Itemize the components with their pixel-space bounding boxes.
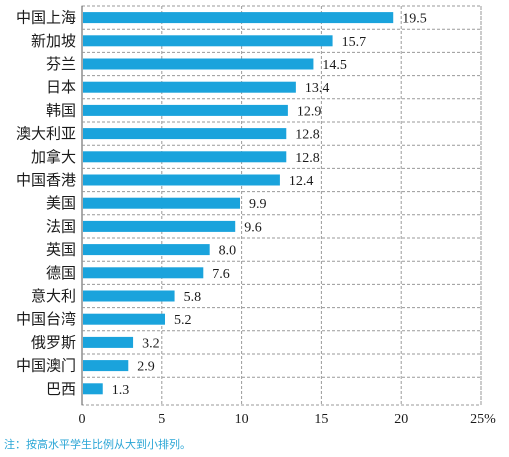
category-label: 澳大利亚 [16,125,76,143]
value-label: 19.5 [402,12,427,27]
tick-label: 20 [394,412,408,427]
tick-label: 25% [470,412,496,427]
value-label: 12.9 [297,104,322,119]
bar [83,267,204,279]
category-label: 英国 [46,241,76,259]
value-label: 9.9 [249,197,267,212]
tick-label: 0 [79,412,86,427]
value-label: 3.2 [142,336,160,351]
value-label: 14.5 [322,58,347,73]
value-label: 2.9 [137,360,155,375]
value-label: 7.6 [212,267,230,282]
bar [83,244,210,256]
bar [83,104,288,116]
bar [83,290,175,302]
value-label: 5.2 [174,313,192,328]
value-label: 12.8 [295,151,320,166]
bar [83,197,241,209]
grid-lines [81,5,482,406]
x-axis-ticks: 0 5 10 15 20 25% [79,412,497,427]
bar [83,313,165,325]
category-label: 中国澳门 [16,357,76,375]
tick-label: 15 [314,412,328,427]
category-label: 巴西 [46,380,76,398]
value-label: 9.6 [244,220,262,235]
bar [83,81,296,93]
category-label: 美国 [46,194,76,212]
tick-label: 5 [158,412,165,427]
bar [83,336,134,348]
bar [83,35,333,47]
tick-label: 10 [235,412,249,427]
category-label: 日本 [46,78,76,96]
value-labels: 19.5 15.7 14.5 13.4 12.9 12.8 12.8 12.4 9.9 9.6 8.… [112,12,427,398]
value-label: 1.3 [112,383,130,398]
value-label: 13.4 [305,81,330,96]
category-label: 俄罗斯 [31,333,76,351]
category-label: 中国台湾 [16,310,76,328]
category-label: 加拿大 [31,148,76,166]
category-label: 韩国 [46,101,76,119]
bar [83,383,103,395]
footnote: 注：按高水平学生比例从大到小排列。 [4,438,191,451]
category-label: 新加坡 [31,32,76,50]
category-label: 芬兰 [46,55,76,73]
category-label: 法国 [46,217,76,235]
category-label: 中国上海 [16,9,76,27]
value-label: 5.8 [184,290,202,305]
value-label: 8.0 [219,244,237,259]
category-label: 中国香港 [16,171,76,189]
bar [83,58,314,70]
value-label: 12.4 [289,174,314,189]
value-label: 12.8 [295,128,320,143]
bar [83,174,280,186]
bar [83,12,394,24]
bar [83,151,287,163]
bar [83,220,236,232]
bars [83,12,394,395]
category-label: 德国 [46,264,76,282]
bar [83,128,287,140]
category-labels: 中国上海新加坡芬兰日本韩国澳大利亚加拿大中国香港美国法国英国德国意大利中国台湾俄… [16,9,76,398]
bar [83,360,129,372]
value-label: 15.7 [342,35,367,50]
category-label: 意大利 [31,287,76,305]
